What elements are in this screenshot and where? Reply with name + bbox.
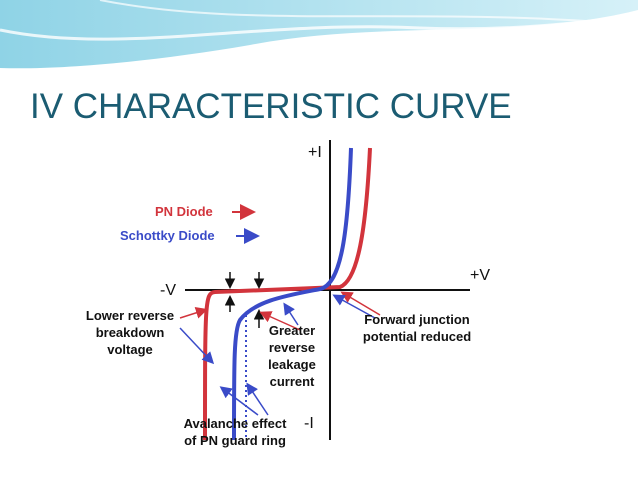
annotation-line: breakdown — [96, 325, 165, 340]
pn-curve — [203, 147, 372, 441]
annotation-line: reverse — [269, 340, 315, 355]
axis-label: -V — [160, 282, 176, 299]
header-waves — [0, 0, 638, 69]
diagram-box — [90, 128, 522, 461]
legend-schottky: Schottky Diode — [120, 228, 215, 243]
annotations: Lower reverse breakdown voltage Greater reve… — [86, 308, 471, 448]
axis-label: +V — [470, 267, 490, 284]
axis-label: -I — [304, 415, 314, 432]
annotation-line: of PN guard ring — [184, 433, 286, 448]
annotation-line: potential reduced — [363, 329, 471, 344]
annotation-line: Greater — [269, 323, 315, 338]
annotation-line: current — [270, 374, 315, 389]
annotation-line: Lower reverse — [86, 308, 174, 323]
annotation-line: leakage — [268, 357, 316, 372]
pointer-arrows — [179, 272, 381, 416]
axis-label: +I — [308, 144, 322, 161]
annotation-line: Forward junction — [364, 312, 470, 327]
title: IV CHARACTERISTIC CURVE — [30, 87, 512, 126]
schottky-curve — [232, 147, 353, 441]
legend-pn: PN Diode — [155, 204, 213, 219]
annotation-line: voltage — [107, 342, 153, 357]
annotation-line: Avalanche effect — [184, 416, 288, 431]
